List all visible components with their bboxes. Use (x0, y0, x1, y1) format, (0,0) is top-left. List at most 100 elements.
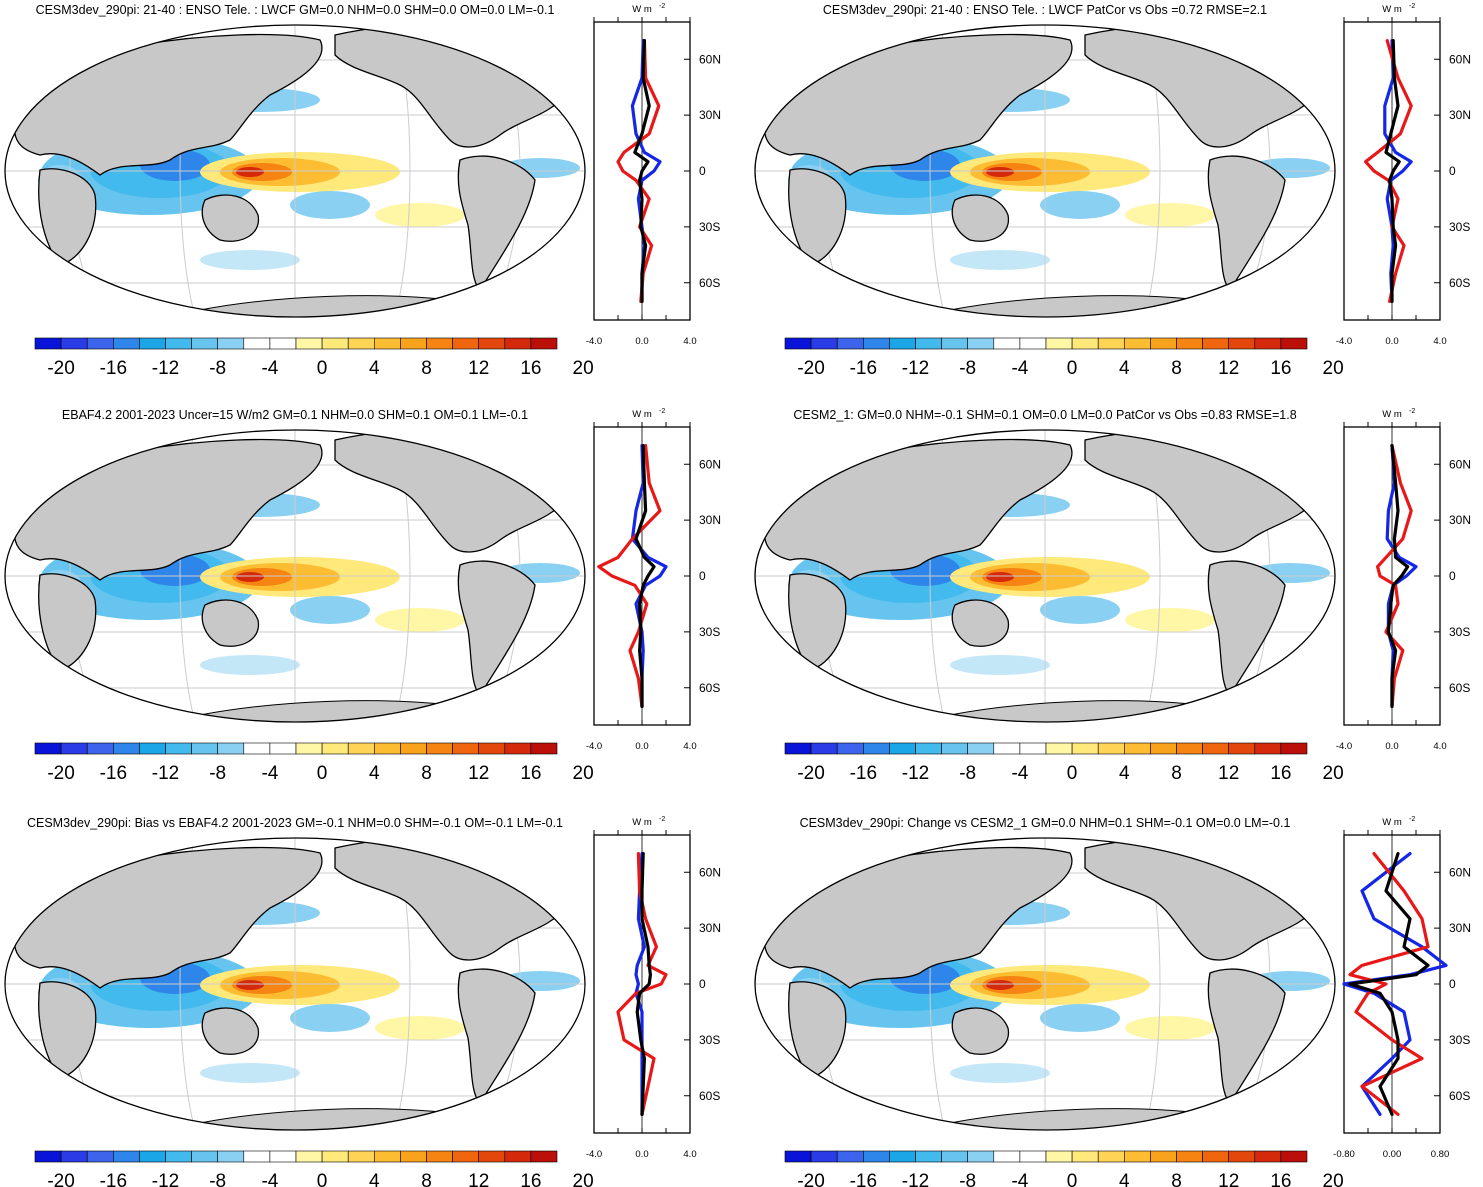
colorbar-swatch (993, 337, 1021, 350)
zonal-line-land (616, 851, 668, 1116)
colorbar-swatch (784, 337, 812, 350)
zonal-x-tick-label: 0.0 (635, 1149, 648, 1160)
colorbar-tick-label: -16 (100, 358, 127, 379)
map-panel (4, 24, 586, 318)
panel-p5: CESM3dev_290pi: Bias vs EBAF4.2 2001-202… (4, 816, 721, 1187)
panel-title: CESM3dev_290pi: 21-40 : ENSO Tele. : LWC… (36, 3, 555, 17)
colorbar-swatch (530, 337, 558, 350)
colorbar-swatch (993, 1150, 1021, 1163)
colorbar-swatch (967, 1150, 995, 1163)
colorbar-tick-label: 16 (520, 358, 541, 379)
colorbar: -20 -16 -12 -8 -4 0 4 8 12 16 20 (784, 742, 1344, 784)
colorbar-tick-label: 20 (1323, 358, 1344, 379)
colorbar-swatch (478, 742, 506, 755)
colorbar-swatch (60, 1150, 88, 1163)
colorbar-swatch (1045, 337, 1073, 350)
colorbar-tick-label: 8 (421, 1171, 432, 1187)
colorbar-tick-label: -20 (47, 763, 74, 784)
colorbar-swatch (139, 337, 166, 350)
zonal-line-ocean (630, 443, 668, 708)
zonal-line-ocean (1383, 38, 1413, 303)
colorbar-tick-label: 8 (1171, 1171, 1182, 1187)
colorbar-swatch (347, 1150, 375, 1163)
colorbar-swatch (915, 742, 942, 755)
lat-tick-label: 60S (1449, 1089, 1470, 1103)
colorbar-swatch (530, 1150, 558, 1163)
map-border (4, 24, 586, 318)
lat-tick-label: 0 (699, 569, 706, 583)
colorbar: -20 -16 -12 -8 -4 0 4 8 12 16 20 (784, 337, 1344, 379)
colorbar-swatch (269, 742, 297, 755)
colorbar-swatch (1045, 742, 1073, 755)
lat-tick-label: 60N (1449, 865, 1471, 879)
lat-tick-label: 60N (699, 865, 721, 879)
colorbar-swatch (321, 337, 349, 350)
colorbar-tick-label: -16 (850, 1171, 877, 1187)
lat-tick-label: 60N (699, 457, 721, 471)
colorbar-tick-label: 20 (573, 1171, 594, 1187)
zonal-line-ocean (1385, 443, 1418, 708)
colorbar-tick-label: -8 (209, 1171, 226, 1187)
colorbar-swatch (113, 337, 140, 350)
colorbar-swatch (1123, 1150, 1151, 1163)
colorbar-tick-label: -12 (152, 358, 179, 379)
colorbar-tick-label: -4 (261, 1171, 278, 1187)
colorbar-swatch (1176, 1150, 1203, 1163)
colorbar-tick-label: 8 (1171, 358, 1182, 379)
colorbar-swatch (941, 742, 969, 755)
colorbar-swatch (295, 337, 323, 350)
lat-tick-label: 60N (699, 52, 721, 66)
colorbar-swatch (504, 337, 532, 350)
units-exponent: -2 (1409, 408, 1415, 415)
zonal-line-zonal (633, 38, 651, 303)
colorbar-swatch (810, 337, 838, 350)
panel-title: CESM3dev_290pi: 21-40 : ENSO Tele. : LWC… (823, 3, 1267, 17)
colorbar-swatch (34, 742, 62, 755)
colorbar-swatch (1202, 1150, 1230, 1163)
panel-p2: CESM3dev_290pi: 21-40 : ENSO Tele. : LWC… (754, 3, 1471, 379)
colorbar-swatch (1280, 337, 1308, 350)
lat-tick-label: 60S (1449, 276, 1470, 290)
colorbar-swatch (191, 742, 219, 755)
lat-tick-label: 30N (1449, 921, 1471, 935)
zonal-x-tick-label: 4.0 (683, 1149, 696, 1160)
zonal-line-land (1363, 38, 1413, 303)
lat-tick-label: 30N (699, 921, 721, 935)
zonal-x-tick-label: -4.0 (586, 741, 602, 752)
colorbar-swatch (295, 742, 323, 755)
colorbar-tick-label: -20 (47, 1171, 74, 1187)
colorbar-swatch (452, 742, 480, 755)
colorbar-tick-label: 20 (573, 763, 594, 784)
colorbar-tick-label: 0 (1067, 358, 1078, 379)
colorbar-swatch (347, 337, 375, 350)
colorbar-tick-label: -4 (1011, 763, 1028, 784)
colorbar: -20 -16 -12 -8 -4 0 4 8 12 16 20 (784, 1150, 1344, 1187)
units-exponent: -2 (1409, 3, 1415, 10)
colorbar-tick-label: 8 (1171, 763, 1182, 784)
lat-tick-label: 60N (1449, 52, 1471, 66)
colorbar-swatch (836, 337, 864, 350)
lat-tick-label: 30N (699, 513, 721, 527)
colorbar-swatch (784, 742, 812, 755)
zonal-x-tick-label: -4.0 (1336, 336, 1352, 347)
map-panel (754, 24, 1336, 318)
colorbar-tick-label: 16 (520, 1171, 541, 1187)
colorbar-swatch (34, 1150, 62, 1163)
colorbar-swatch (400, 1150, 427, 1163)
lat-tick-label: 0 (1449, 164, 1456, 178)
colorbar-swatch (1176, 742, 1203, 755)
lat-tick-label: 60S (699, 276, 720, 290)
colorbar-swatch (191, 337, 219, 350)
colorbar-swatch (1254, 1150, 1282, 1163)
colorbar-swatch (1019, 742, 1047, 755)
map-panel (754, 429, 1336, 723)
units-exponent: -2 (1409, 816, 1415, 823)
colorbar-swatch (113, 1150, 140, 1163)
colorbar-tick-label: -8 (959, 763, 976, 784)
colorbar-swatch (863, 337, 890, 350)
panel-title: CESM3dev_290pi: Bias vs EBAF4.2 2001-202… (27, 816, 563, 830)
colorbar-swatch (915, 337, 942, 350)
zonal-x-tick-label: 4.0 (1433, 336, 1446, 347)
colorbar-swatch (165, 742, 192, 755)
